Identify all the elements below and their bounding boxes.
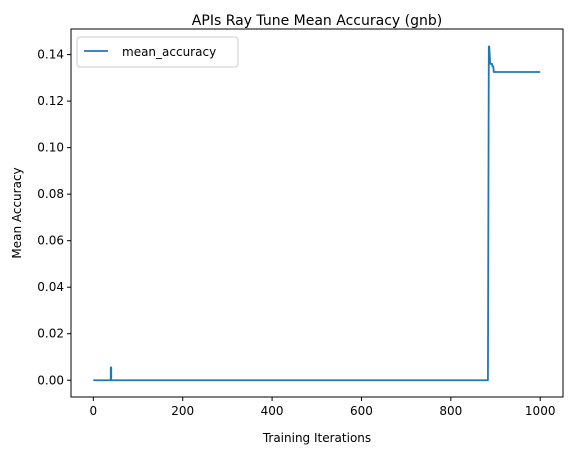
y-tick-label: 0.08 <box>37 187 64 201</box>
x-tick-label: 0 <box>90 404 98 418</box>
x-tick-label: 400 <box>261 404 284 418</box>
y-tick-label: 0.10 <box>37 141 64 155</box>
x-axis-label: Training Iterations <box>262 431 371 445</box>
x-tick-label: 1000 <box>525 404 556 418</box>
y-axis-label: Mean Accuracy <box>10 167 24 258</box>
x-tick-label: 600 <box>350 404 373 418</box>
y-tick-label: 0.04 <box>37 280 64 294</box>
y-tick-label: 0.02 <box>37 327 64 341</box>
y-tick-label: 0.14 <box>37 48 64 62</box>
y-tick-label: 0.06 <box>37 234 64 248</box>
chart-title: APIs Ray Tune Mean Accuracy (gnb) <box>192 13 442 29</box>
x-tick-label: 800 <box>439 404 462 418</box>
legend-label: mean_accuracy <box>122 45 216 59</box>
legend: mean_accuracy <box>77 37 238 67</box>
y-tick-label: 0.00 <box>37 373 64 387</box>
x-tick-label: 200 <box>171 404 194 418</box>
y-tick-label: 0.12 <box>37 94 64 108</box>
